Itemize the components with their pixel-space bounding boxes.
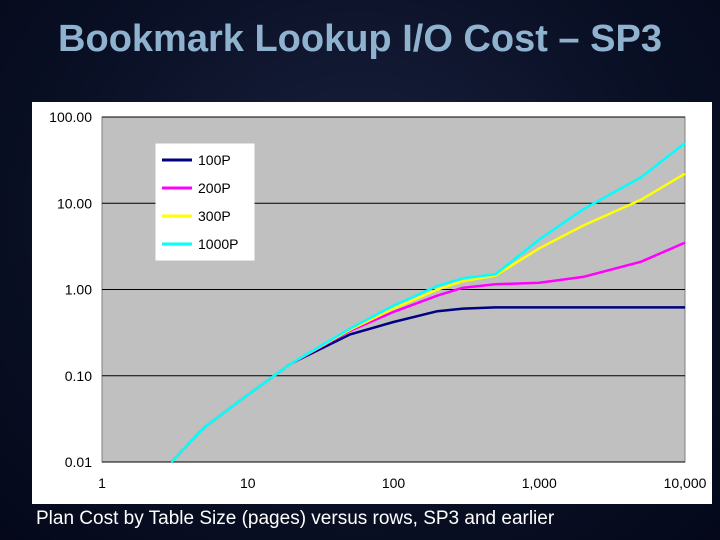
y-tick-label: 100.00 — [49, 109, 92, 125]
chart-panel: 100.00 10.00 1.00 0.10 0.01 1 10 100 1,000 10,00… — [32, 102, 712, 504]
series-lines — [170, 142, 686, 463]
y-tick-label: 1.00 — [65, 282, 92, 298]
x-tick-label: 10,000 — [664, 475, 707, 491]
y-tick-label: 0.10 — [65, 368, 92, 384]
legend-label: 300P — [198, 208, 231, 224]
slide-title: Bookmark Lookup I/O Cost – SP3 — [58, 18, 662, 60]
legend-label: 1000P — [198, 236, 238, 252]
legend: 100P 200P 300P 1000P — [155, 143, 255, 261]
x-tick-label: 1 — [98, 475, 106, 491]
chart: 100.00 10.00 1.00 0.10 0.01 1 10 100 1,000 10,00… — [49, 109, 707, 491]
legend-box — [155, 143, 255, 261]
y-tick-label: 0.01 — [65, 454, 92, 470]
y-tick-label: 10.00 — [57, 195, 92, 211]
legend-label: 200P — [198, 180, 231, 196]
x-tick-label: 1,000 — [522, 475, 557, 491]
x-tick-label: 100 — [382, 475, 406, 491]
series-line-1000p — [170, 142, 686, 463]
chart-caption: Plan Cost by Table Size (pages) versus r… — [36, 508, 555, 529]
x-tick-label: 10 — [240, 475, 256, 491]
y-axis: 100.00 10.00 1.00 0.10 0.01 — [49, 109, 92, 470]
x-axis: 1 10 100 1,000 10,000 — [98, 475, 707, 491]
legend-label: 100P — [198, 152, 231, 168]
